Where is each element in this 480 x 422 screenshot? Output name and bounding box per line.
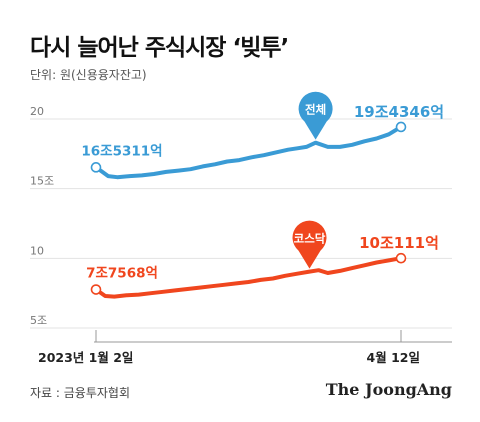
callout-marker bbox=[292, 220, 327, 269]
end-point bbox=[395, 252, 407, 264]
chart-title: 다시 늘어난 주식시장 ‘빚투’ bbox=[30, 35, 289, 61]
unit-label: 단위: 원(신용융자잔고) bbox=[30, 68, 147, 82]
callout-marker bbox=[298, 91, 333, 140]
start-value-label: 7조7568억 bbox=[86, 266, 158, 282]
y-tick-label: 10 bbox=[30, 244, 44, 257]
source-label: 자료 : 금융투자협회 bbox=[30, 386, 130, 400]
brand-logo: The JoongAng bbox=[325, 380, 452, 399]
x-tick-label: 2023년 1월 2일 bbox=[38, 350, 133, 365]
series-line-kosdaq bbox=[94, 256, 403, 299]
start-point bbox=[90, 162, 102, 173]
series-line-total bbox=[94, 124, 403, 180]
x-tick-label: 4월 12일 bbox=[367, 350, 420, 365]
start-value-label: 16조5311억 bbox=[81, 143, 162, 159]
y-tick-label: 5조 bbox=[30, 314, 47, 327]
y-tick-label: 15조 bbox=[30, 175, 54, 188]
end-point bbox=[395, 121, 407, 133]
callout-label: 전체 bbox=[305, 103, 326, 117]
end-value-label: 19조4346억 bbox=[354, 103, 444, 121]
y-tick-label: 20 bbox=[30, 105, 44, 118]
start-point bbox=[90, 284, 102, 295]
callout-label: 코스닥 bbox=[294, 232, 326, 246]
end-value-label: 10조111억 bbox=[359, 234, 439, 252]
